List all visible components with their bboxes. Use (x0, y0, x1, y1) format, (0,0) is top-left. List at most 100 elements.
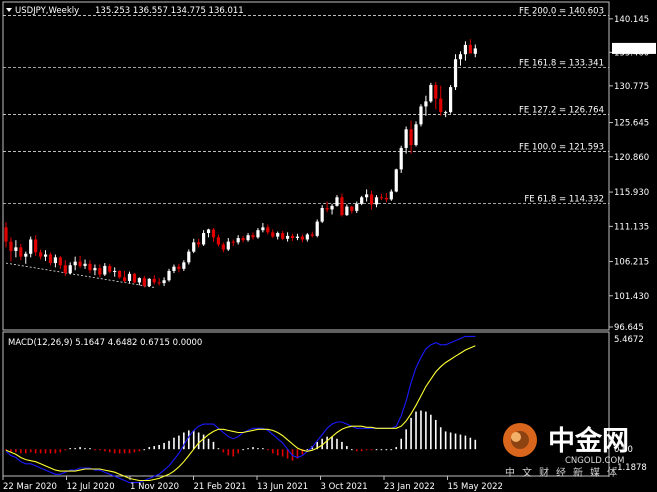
candle-body (226, 241, 230, 250)
candle-body (345, 206, 349, 216)
candle-body (172, 266, 176, 271)
candle-body (221, 244, 225, 250)
candle-body (310, 234, 314, 236)
chart-menu-triangle-icon[interactable] (6, 8, 12, 12)
candle-body (211, 229, 216, 238)
candle-body (261, 227, 265, 231)
trendline-layer (5, 262, 155, 288)
candle-body (236, 238, 240, 243)
candle-body (38, 252, 43, 257)
candle-body (231, 241, 235, 243)
candle-body (137, 278, 141, 283)
candle-body (414, 124, 418, 146)
candle-body (167, 270, 171, 281)
macd-main-line (5, 335, 476, 484)
candle-body (48, 254, 53, 264)
candle-body (458, 54, 463, 60)
candle-body (419, 106, 423, 125)
candle-body (29, 239, 33, 254)
fib-levels: FE 200.0 = 140.603 FE 161.8 = 133.341 FE 1… (3, 7, 609, 204)
candle-body (266, 227, 270, 233)
time-tick-label: 22 Mar 2020 (3, 482, 57, 492)
candle-body (53, 257, 57, 264)
candle-body (374, 197, 379, 205)
candle-body (429, 84, 433, 102)
candle-body (350, 206, 354, 211)
candle-body (394, 169, 398, 192)
trendline (5, 262, 155, 288)
candle-body (389, 191, 393, 200)
candle-body (453, 59, 458, 88)
price-tick-label: 115.930 (614, 188, 649, 198)
candle-body (290, 235, 295, 239)
candle-body (152, 278, 156, 283)
price-tick-label: 111.135 (614, 222, 649, 232)
candle-body (34, 239, 38, 253)
candle-body (147, 278, 151, 286)
candle-body (83, 263, 87, 266)
candle-body (73, 261, 77, 266)
candle-body (463, 44, 468, 55)
candle-body (192, 242, 196, 252)
candle-body (439, 98, 443, 113)
candle-body (216, 237, 221, 245)
candle-body (384, 197, 388, 200)
candle-body (241, 238, 245, 241)
candlestick-series[interactable] (4, 39, 477, 288)
price-tick-label: 125.645 (614, 119, 649, 129)
candle-body (127, 273, 132, 281)
candle-body (14, 247, 18, 251)
candle-body (355, 203, 359, 211)
price-tick-label: 130.775 (614, 82, 649, 92)
candle-body (19, 247, 23, 257)
price-tick-label: 96.645 (614, 323, 644, 333)
time-tick-label: 23 Jan 2022 (384, 482, 435, 492)
current-price-label: 136.011 (615, 45, 650, 55)
candle-body (132, 273, 137, 283)
candle-body (330, 205, 334, 210)
candle-body (197, 242, 201, 245)
axes: 140.145135.460130.775125.645120.860115.9… (2, 15, 656, 492)
candle-body (281, 233, 285, 239)
candle-body (9, 241, 13, 251)
candle-body (202, 233, 206, 245)
candle-body (271, 232, 275, 237)
candle-body (369, 194, 374, 205)
candle-body (409, 129, 413, 146)
price-tick-label: 120.860 (614, 153, 649, 163)
candle-body (251, 235, 255, 238)
fib-label: FE 61.8 = 114.332 (524, 194, 604, 204)
candle-body (162, 280, 166, 284)
candle-body (360, 197, 364, 204)
candle-body (93, 268, 97, 271)
candle-body (58, 257, 62, 266)
candle-body (473, 48, 477, 54)
macd-signal-line (5, 345, 476, 482)
price-tick-label: 101.430 (614, 292, 649, 302)
candle-body (325, 208, 329, 210)
fib-label: FE 100.0 = 121.593 (519, 143, 604, 153)
candle-body (88, 263, 92, 271)
candle-body (118, 270, 122, 278)
fib-label: FE 127.2 = 126.764 (519, 106, 604, 116)
candle-body (468, 44, 472, 54)
macd-tick-label: -1.1878 (614, 463, 647, 473)
candle-body (335, 197, 339, 206)
watermark-english: CNGOLD.COM (565, 456, 625, 466)
macd-panel[interactable] (2, 331, 610, 477)
time-tick-label: 3 Oct 2021 (321, 482, 368, 492)
candle-body (305, 234, 309, 240)
candle-body (424, 101, 428, 107)
candle-body (177, 266, 181, 269)
candle-body (434, 84, 438, 99)
watermark-chinese: 中金网 (548, 425, 629, 457)
macd-header: MACD(12,26,9) 5.1647 4.6482 0.6715 0.000… (8, 338, 202, 348)
candle-body (365, 194, 369, 198)
candle-body (68, 265, 72, 274)
candle-body (340, 197, 344, 216)
candle-body (399, 147, 403, 170)
candle-body (157, 282, 161, 284)
price-panel[interactable] (2, 1, 610, 331)
candle-body (63, 265, 67, 274)
